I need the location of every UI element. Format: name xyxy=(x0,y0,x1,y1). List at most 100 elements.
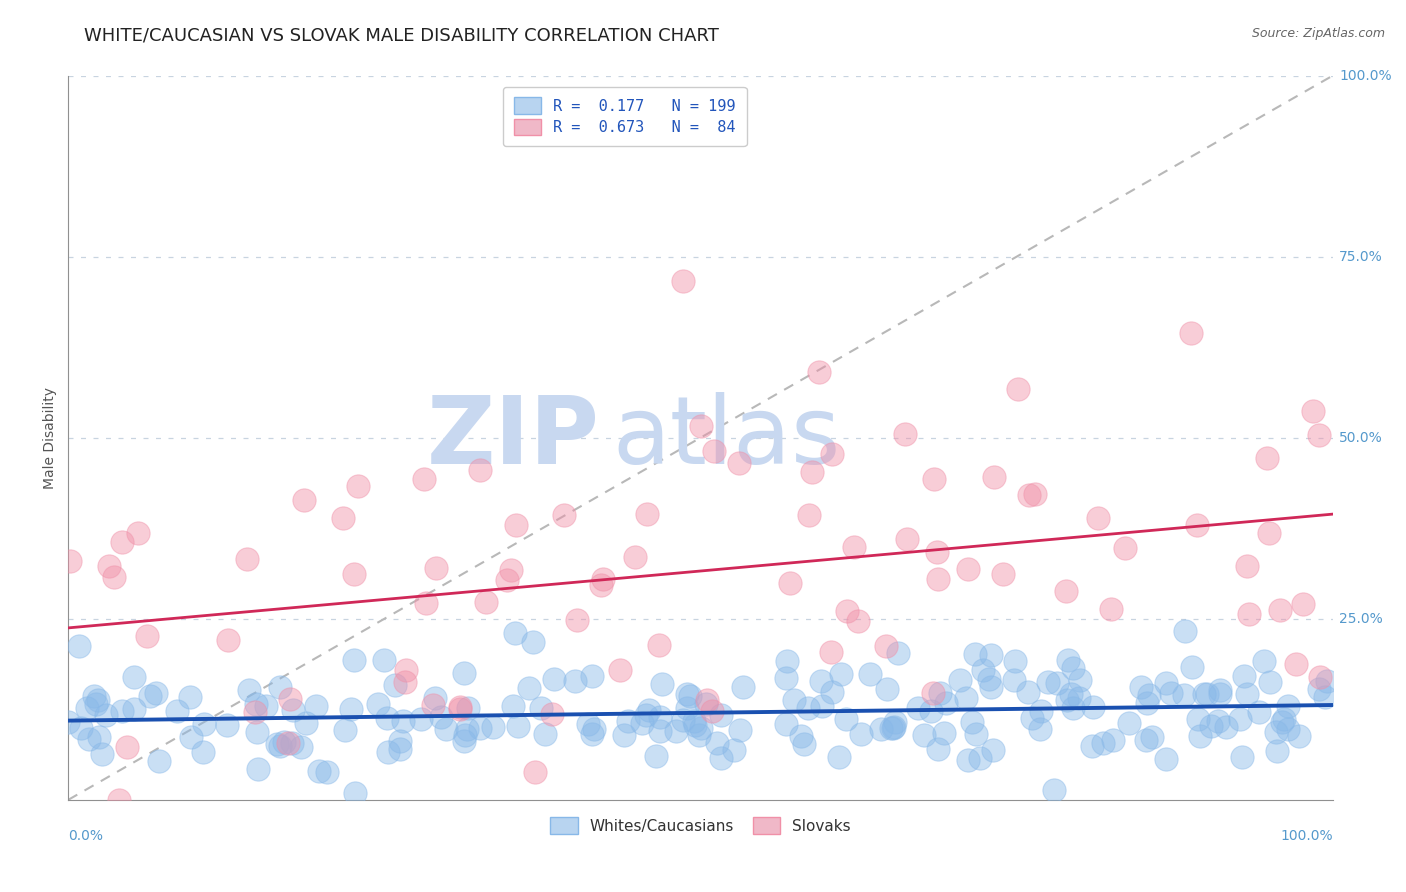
Point xyxy=(810,674,832,689)
Point xyxy=(193,717,215,731)
Point xyxy=(728,456,751,470)
Point xyxy=(145,685,167,699)
Point xyxy=(505,625,527,640)
Point xyxy=(710,751,733,765)
Point xyxy=(138,690,160,704)
Point xyxy=(731,681,754,695)
Point xyxy=(180,730,202,744)
Point xyxy=(565,613,588,627)
Point xyxy=(281,737,304,751)
Point xyxy=(821,685,844,699)
Point xyxy=(797,700,820,714)
Text: 50.0%: 50.0% xyxy=(1340,431,1384,445)
Point xyxy=(534,727,557,741)
Point xyxy=(475,595,498,609)
Point xyxy=(1029,722,1052,736)
Point xyxy=(821,447,844,461)
Point xyxy=(883,714,905,729)
Point xyxy=(638,704,661,718)
Point xyxy=(384,678,406,692)
Point xyxy=(887,646,910,660)
Point xyxy=(920,704,942,718)
Point xyxy=(122,701,145,715)
Point xyxy=(124,670,146,684)
Point xyxy=(1247,705,1270,719)
Point xyxy=(453,733,475,747)
Point xyxy=(1036,675,1059,690)
Point xyxy=(1277,722,1299,736)
Point xyxy=(343,786,366,800)
Point xyxy=(956,753,979,767)
Point xyxy=(793,737,815,751)
Text: ZIP: ZIP xyxy=(426,392,599,483)
Point xyxy=(217,717,239,731)
Point xyxy=(963,647,986,661)
Point xyxy=(1264,725,1286,739)
Text: atlas: atlas xyxy=(612,392,841,483)
Point xyxy=(679,689,702,703)
Point xyxy=(506,719,529,733)
Point xyxy=(70,721,93,735)
Point xyxy=(581,669,603,683)
Point xyxy=(983,470,1005,484)
Point xyxy=(543,672,565,686)
Point xyxy=(1062,701,1084,715)
Point xyxy=(1270,603,1292,617)
Point xyxy=(842,541,865,555)
Point xyxy=(830,667,852,681)
Point xyxy=(236,551,259,566)
Point xyxy=(254,699,277,714)
Point xyxy=(1173,689,1195,703)
Point xyxy=(969,750,991,764)
Point xyxy=(907,700,929,714)
Point xyxy=(457,701,479,715)
Text: 75.0%: 75.0% xyxy=(1340,250,1384,264)
Point xyxy=(1309,669,1331,683)
Point xyxy=(1285,657,1308,672)
Point xyxy=(1236,687,1258,701)
Point xyxy=(1154,676,1177,690)
Point xyxy=(730,723,752,737)
Point xyxy=(828,750,851,764)
Point xyxy=(541,706,564,721)
Point xyxy=(1140,731,1163,745)
Point xyxy=(851,726,873,740)
Point xyxy=(502,698,524,713)
Point xyxy=(166,705,188,719)
Point xyxy=(676,687,699,701)
Point xyxy=(1024,487,1046,501)
Point xyxy=(1087,511,1109,525)
Point xyxy=(949,673,972,688)
Point xyxy=(1029,704,1052,718)
Point xyxy=(245,698,267,712)
Point xyxy=(1081,739,1104,754)
Point xyxy=(1060,687,1083,701)
Point xyxy=(880,721,903,735)
Point xyxy=(499,563,522,577)
Point xyxy=(1069,673,1091,687)
Point xyxy=(1253,654,1275,668)
Point xyxy=(1192,687,1215,701)
Point xyxy=(523,765,546,780)
Point xyxy=(1069,691,1091,706)
Point xyxy=(922,472,945,486)
Point xyxy=(1130,680,1153,694)
Point xyxy=(689,721,711,735)
Point xyxy=(775,671,797,685)
Text: Source: ZipAtlas.com: Source: ZipAtlas.com xyxy=(1251,27,1385,40)
Point xyxy=(609,663,631,677)
Point xyxy=(672,274,695,288)
Point xyxy=(247,762,270,776)
Point xyxy=(613,728,636,742)
Point xyxy=(1258,674,1281,689)
Point xyxy=(779,576,801,591)
Point xyxy=(807,365,830,379)
Point xyxy=(191,745,214,759)
Point xyxy=(1199,719,1222,733)
Point xyxy=(522,634,544,648)
Point xyxy=(454,728,477,742)
Text: 25.0%: 25.0% xyxy=(1340,612,1384,626)
Point xyxy=(883,720,905,734)
Point xyxy=(980,680,1002,694)
Point xyxy=(1092,736,1115,750)
